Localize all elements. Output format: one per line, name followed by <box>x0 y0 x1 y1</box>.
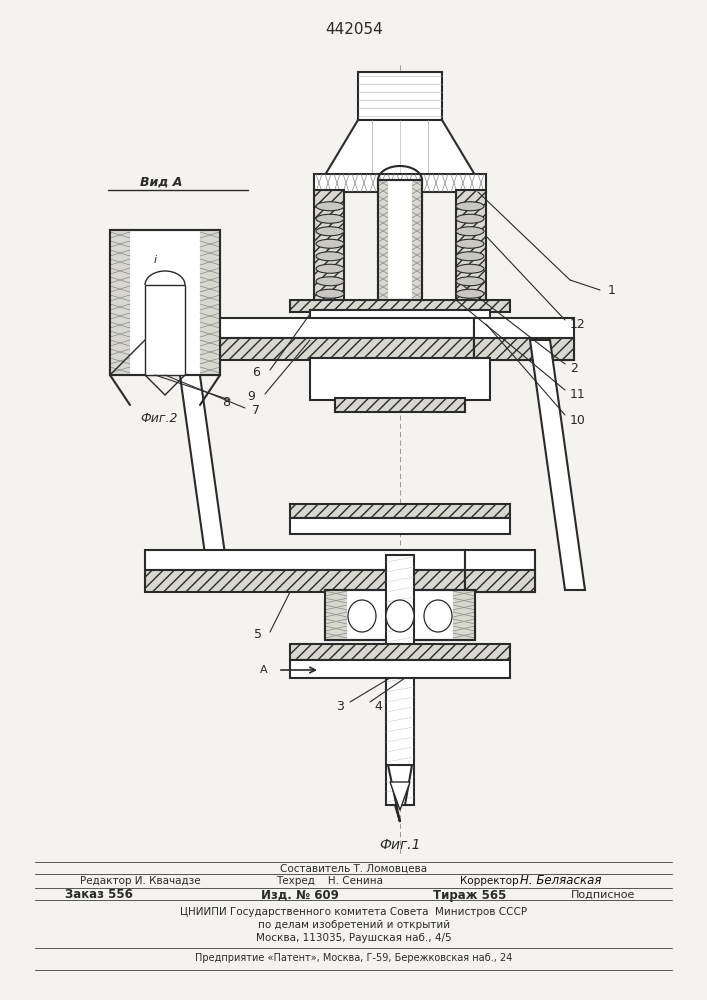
Bar <box>145 570 465 592</box>
Text: 9: 9 <box>247 390 255 403</box>
Text: 3: 3 <box>336 700 344 714</box>
Bar <box>465 570 535 592</box>
Bar <box>145 285 185 375</box>
Text: Корректор: Корректор <box>460 876 522 886</box>
Ellipse shape <box>316 214 344 223</box>
Ellipse shape <box>456 239 484 248</box>
Ellipse shape <box>456 227 484 236</box>
Text: 8: 8 <box>222 395 230 408</box>
Polygon shape <box>175 340 230 590</box>
Bar <box>290 504 510 518</box>
Bar <box>386 555 414 805</box>
Ellipse shape <box>456 214 484 223</box>
Ellipse shape <box>424 600 452 632</box>
Ellipse shape <box>316 289 344 298</box>
Bar <box>378 180 422 300</box>
Text: 10: 10 <box>570 414 586 426</box>
Text: Предприятие «Патент», Москва, Г-59, Бережковская наб., 24: Предприятие «Патент», Москва, Г-59, Бере… <box>195 953 513 963</box>
Text: Изд. № 609: Изд. № 609 <box>261 888 339 902</box>
Text: А: А <box>260 665 268 675</box>
Text: Редактор И. Квачадзе: Редактор И. Квачадзе <box>80 876 201 886</box>
Text: 5: 5 <box>254 629 262 642</box>
Ellipse shape <box>316 202 344 211</box>
Text: Фиг.1: Фиг.1 <box>379 838 421 852</box>
Text: Тираж 565: Тираж 565 <box>433 888 507 902</box>
Bar <box>290 300 510 312</box>
Text: Заказ 556: Заказ 556 <box>65 888 133 902</box>
Bar <box>358 72 442 120</box>
Bar <box>314 190 344 305</box>
Text: Н. Беляаская: Н. Беляаская <box>520 874 602 888</box>
Bar <box>378 180 388 300</box>
Bar <box>310 358 490 400</box>
Bar <box>325 590 475 640</box>
Text: Техред    Н. Сенина: Техред Н. Сенина <box>276 876 383 886</box>
Text: 7: 7 <box>252 403 260 416</box>
Bar <box>130 338 474 360</box>
Bar <box>110 230 220 375</box>
Bar <box>474 338 574 360</box>
Text: Москва, 113035, Раушская наб., 4/5: Москва, 113035, Раушская наб., 4/5 <box>256 933 452 943</box>
Polygon shape <box>390 782 410 810</box>
Bar <box>110 230 220 375</box>
Ellipse shape <box>456 264 484 273</box>
Bar <box>325 590 475 640</box>
Bar <box>290 644 510 660</box>
Bar <box>412 180 422 300</box>
Bar <box>145 550 465 570</box>
Bar <box>200 230 220 375</box>
Polygon shape <box>388 765 412 822</box>
Bar <box>310 310 490 324</box>
Ellipse shape <box>456 202 484 211</box>
Bar <box>474 318 574 360</box>
Bar <box>456 190 486 305</box>
Text: ЦНИИПИ Государственного комитета Совета  Министров СССР: ЦНИИПИ Государственного комитета Совета … <box>180 907 527 917</box>
Text: 12: 12 <box>570 318 586 332</box>
Ellipse shape <box>456 289 484 298</box>
Bar <box>314 302 486 312</box>
Ellipse shape <box>316 239 344 248</box>
Text: 2: 2 <box>570 362 578 375</box>
Bar <box>453 590 475 640</box>
Bar <box>335 398 465 412</box>
Ellipse shape <box>316 252 344 261</box>
Text: 1: 1 <box>608 284 616 296</box>
Bar <box>110 230 130 375</box>
Text: Фиг.2: Фиг.2 <box>140 412 177 424</box>
Text: 11: 11 <box>570 388 586 401</box>
Polygon shape <box>530 340 585 590</box>
Bar <box>314 174 486 192</box>
Bar <box>465 550 535 592</box>
Text: i: i <box>153 255 156 265</box>
Bar <box>290 660 510 678</box>
Bar <box>130 318 474 338</box>
Bar <box>325 590 347 640</box>
Ellipse shape <box>316 277 344 286</box>
Text: Вид А: Вид А <box>140 176 182 188</box>
Ellipse shape <box>386 600 414 632</box>
Bar <box>378 180 422 300</box>
Text: Составитель Т. Ломовцева: Составитель Т. Ломовцева <box>281 864 428 874</box>
Ellipse shape <box>316 264 344 273</box>
Ellipse shape <box>316 227 344 236</box>
Ellipse shape <box>456 252 484 261</box>
Bar <box>290 518 510 534</box>
Text: по делам изобретений и открытий: по делам изобретений и открытий <box>258 920 450 930</box>
Text: Подписное: Подписное <box>571 890 635 900</box>
Polygon shape <box>322 120 478 180</box>
Text: 442054: 442054 <box>325 22 383 37</box>
Ellipse shape <box>348 600 376 632</box>
Text: 6: 6 <box>252 365 260 378</box>
Ellipse shape <box>456 277 484 286</box>
Text: 4: 4 <box>374 700 382 714</box>
